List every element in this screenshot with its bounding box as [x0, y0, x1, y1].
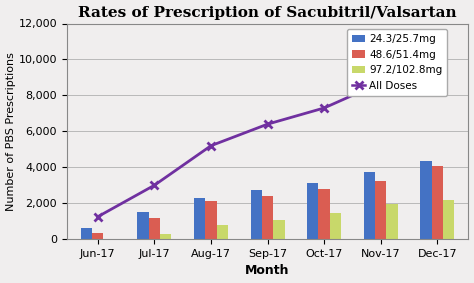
Bar: [307, 183, 319, 239]
Bar: [273, 220, 284, 239]
Bar: [149, 218, 160, 239]
Bar: [205, 201, 217, 239]
Bar: [137, 212, 149, 239]
Bar: [386, 204, 398, 239]
Legend: 24.3/25.7mg, 48.6/51.4mg, 97.2/102.8mg, All Doses: 24.3/25.7mg, 48.6/51.4mg, 97.2/102.8mg, …: [347, 29, 447, 96]
Bar: [364, 172, 375, 239]
Title: Rates of Prescription of Sacubitril/Valsartan: Rates of Prescription of Sacubitril/Vals…: [78, 6, 457, 20]
Bar: [251, 190, 262, 239]
Bar: [432, 166, 443, 239]
Bar: [217, 225, 228, 239]
Bar: [330, 213, 341, 239]
X-axis label: Month: Month: [246, 264, 290, 277]
Bar: [262, 196, 273, 239]
Bar: [160, 234, 172, 239]
Bar: [319, 189, 330, 239]
Bar: [81, 228, 92, 239]
Bar: [92, 233, 103, 239]
Bar: [420, 161, 432, 239]
Bar: [443, 200, 454, 239]
Bar: [375, 181, 386, 239]
Bar: [194, 198, 205, 239]
Y-axis label: Number of PBS Prescriptions: Number of PBS Prescriptions: [6, 52, 16, 211]
